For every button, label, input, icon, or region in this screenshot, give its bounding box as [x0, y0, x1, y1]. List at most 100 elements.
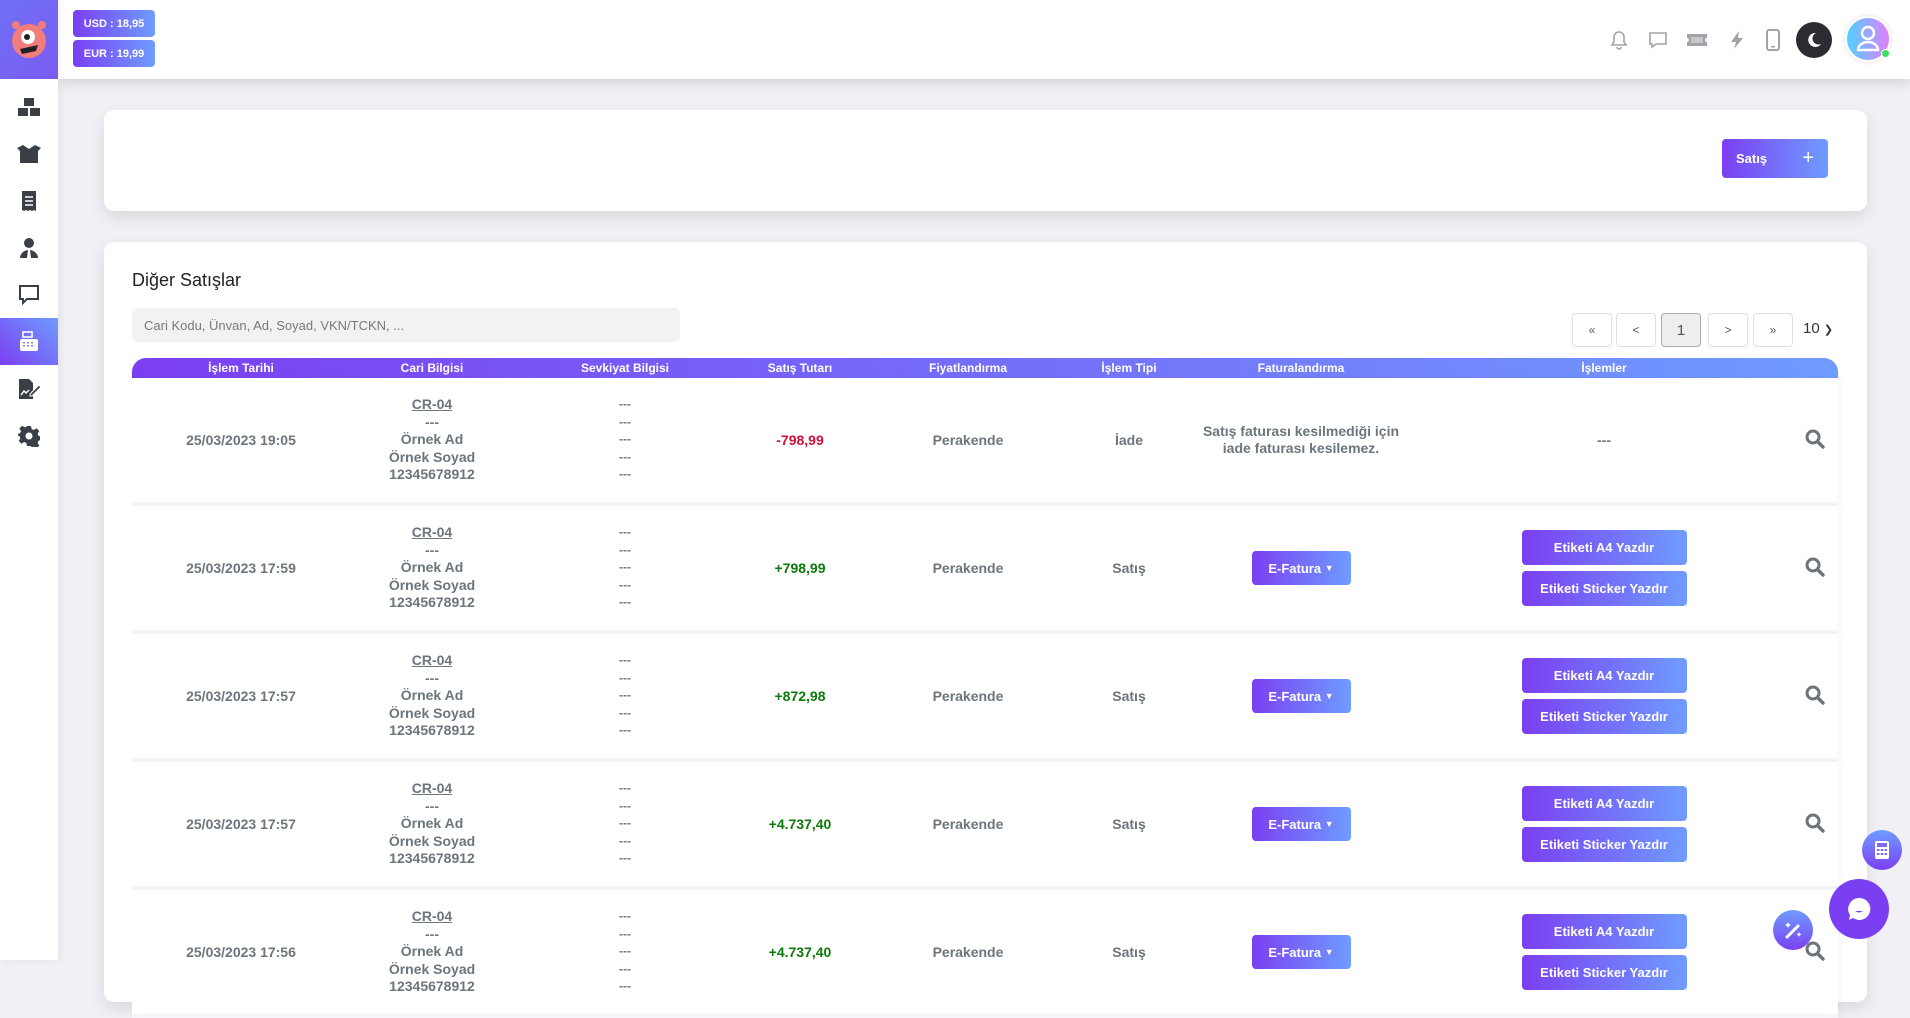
transaction-type: Satış	[1112, 560, 1146, 576]
sidebar-item-receipt[interactable]	[0, 177, 58, 224]
customer-code-link[interactable]: CR-04	[411, 652, 453, 669]
sale-amount: +4.737,40	[768, 816, 832, 832]
e-invoice-dropdown[interactable]: E-Fatura ▼	[1251, 679, 1351, 713]
customer-title: ---	[425, 541, 439, 558]
calculator-button[interactable]	[1862, 830, 1902, 870]
customer-info: CR-04 --- Örnek Ad Örnek Soyad 12345678912	[350, 396, 514, 484]
page-first-button[interactable]: «	[1572, 313, 1612, 347]
magic-wand-button[interactable]	[1773, 910, 1813, 950]
shipping-line: ---	[619, 560, 631, 575]
customer-title: ---	[425, 413, 439, 430]
shipping-line: ---	[619, 816, 631, 831]
page-prev-button[interactable]: <	[1616, 313, 1656, 347]
logo[interactable]	[0, 0, 58, 79]
avatar[interactable]	[1845, 16, 1891, 62]
sidebar-item-signature[interactable]	[0, 365, 58, 412]
e-invoice-dropdown[interactable]: E-Fatura ▼	[1251, 551, 1351, 585]
shipping-line: ---	[619, 688, 631, 703]
gear-icon	[18, 425, 40, 447]
customer-code-link[interactable]: CR-04	[411, 908, 453, 925]
print-sticker-label-button[interactable]: Etiketi Sticker Yazdır	[1521, 571, 1687, 606]
e-invoice-dropdown[interactable]: E-Fatura ▼	[1251, 935, 1351, 969]
customer-code-link[interactable]: CR-04	[411, 396, 453, 413]
print-sticker-label-button[interactable]: Etiketi Sticker Yazdır	[1521, 699, 1687, 734]
page-current-button[interactable]: 1	[1661, 313, 1701, 347]
search-input[interactable]	[132, 308, 680, 342]
shipping-line: ---	[619, 944, 631, 959]
customer-surname: Örnek Soyad	[388, 704, 476, 721]
customer-surname: Örnek Soyad	[388, 576, 476, 593]
invoicing: E-Fatura ▼	[1186, 807, 1416, 841]
shipping-line: ---	[619, 670, 631, 685]
customer-info: CR-04 --- Örnek Ad Örnek Soyad 12345678912	[350, 652, 514, 740]
shipping-line: ---	[619, 833, 631, 848]
page-last-button[interactable]: »	[1753, 313, 1793, 347]
shipping-line: ---	[619, 798, 631, 813]
shipping-line: ---	[619, 653, 631, 668]
customer-vkn: 12345678912	[389, 466, 475, 483]
sidebar-item-user-tie[interactable]	[0, 224, 58, 271]
e-invoice-label: E-Fatura	[1268, 816, 1322, 832]
pricing-type: Perakende	[932, 688, 1004, 704]
transaction-date: 25/03/2023 17:59	[186, 560, 296, 576]
sidebar-item-gear[interactable]	[0, 412, 58, 459]
sidebar-item-cash-register[interactable]	[0, 318, 58, 365]
print-sticker-label-button[interactable]: Etiketi Sticker Yazdır	[1521, 827, 1687, 862]
shipping-info: --- --- --- --- ---	[514, 396, 736, 484]
sidebar-item-boxes[interactable]	[0, 83, 58, 130]
print-a4-label-button[interactable]: Etiketi A4 Yazdır	[1521, 530, 1687, 565]
usd-rate-badge: USD : 18,95	[73, 10, 155, 37]
print-a4-label-button[interactable]: Etiketi A4 Yazdır	[1521, 786, 1687, 821]
customer-title: ---	[425, 925, 439, 942]
print-sticker-label-button[interactable]: Etiketi Sticker Yazdır	[1521, 955, 1687, 990]
print-a4-label-button[interactable]: Etiketi A4 Yazdır	[1521, 658, 1687, 693]
top-header: USD : 18,95 EUR : 19,99	[58, 0, 1910, 79]
message-icon	[18, 284, 40, 306]
pricing-type: Perakende	[932, 944, 1004, 960]
customer-info: CR-04 --- Örnek Ad Örnek Soyad 12345678912	[350, 780, 514, 868]
e-invoice-dropdown[interactable]: E-Fatura ▼	[1251, 807, 1351, 841]
magic-wand-icon	[1785, 922, 1802, 939]
customer-vkn: 12345678912	[389, 850, 475, 867]
shipping-line: ---	[619, 979, 631, 994]
caret-down-icon: ▼	[1324, 691, 1334, 701]
shipping-line: ---	[619, 926, 631, 941]
ticket-icon[interactable]	[1685, 28, 1709, 52]
live-chat-button[interactable]	[1829, 879, 1889, 939]
caret-down-icon: ▼	[1324, 563, 1334, 573]
shipping-line: ---	[619, 851, 631, 866]
bell-icon[interactable]	[1607, 28, 1631, 52]
invoicing: E-Fatura ▼	[1186, 935, 1416, 969]
customer-vkn: 12345678912	[389, 978, 475, 995]
search-detail-icon[interactable]	[1792, 428, 1838, 453]
sidebar-item-open-box[interactable]	[0, 130, 58, 177]
transaction-type: Satış	[1112, 944, 1146, 960]
search-detail-icon[interactable]	[1792, 684, 1838, 709]
shipping-info: --- --- --- --- ---	[514, 524, 736, 612]
print-a4-label-button[interactable]: Etiketi A4 Yazdır	[1521, 914, 1687, 949]
customer-code-link[interactable]: CR-04	[411, 524, 453, 541]
shipping-line: ---	[619, 449, 631, 464]
per-page-select[interactable]: 10 ❯	[1803, 320, 1833, 337]
bolt-icon[interactable]	[1725, 28, 1749, 52]
sidebar-item-message[interactable]	[0, 271, 58, 318]
dark-mode-toggle[interactable]	[1796, 22, 1832, 58]
customer-title: ---	[425, 669, 439, 686]
search-detail-icon[interactable]	[1792, 940, 1838, 965]
transaction-date: 25/03/2023 17:57	[186, 816, 296, 832]
column-header: Faturalandırma	[1257, 361, 1345, 375]
search-detail-icon[interactable]	[1792, 556, 1838, 581]
column-header: İşlemler	[1581, 361, 1627, 375]
sales-card: Diğer Satışlar « < 1 > » 10 ❯ İşlem Tari…	[104, 242, 1867, 1018]
customer-name: Örnek Ad	[400, 431, 464, 448]
page-next-button[interactable]: >	[1708, 313, 1748, 347]
chat-icon[interactable]	[1646, 28, 1670, 52]
mobile-icon[interactable]	[1761, 28, 1785, 52]
calculator-icon	[1875, 841, 1889, 859]
new-sale-button[interactable]: Satış +	[1722, 139, 1828, 178]
sales-table: İşlem Tarihi Cari Bilgisi Sevkiyat Bilgisi…	[132, 358, 1838, 1018]
search-detail-icon[interactable]	[1792, 812, 1838, 837]
moon-icon	[1808, 32, 1821, 47]
shipping-info: --- --- --- --- ---	[514, 908, 736, 996]
customer-code-link[interactable]: CR-04	[411, 780, 453, 797]
